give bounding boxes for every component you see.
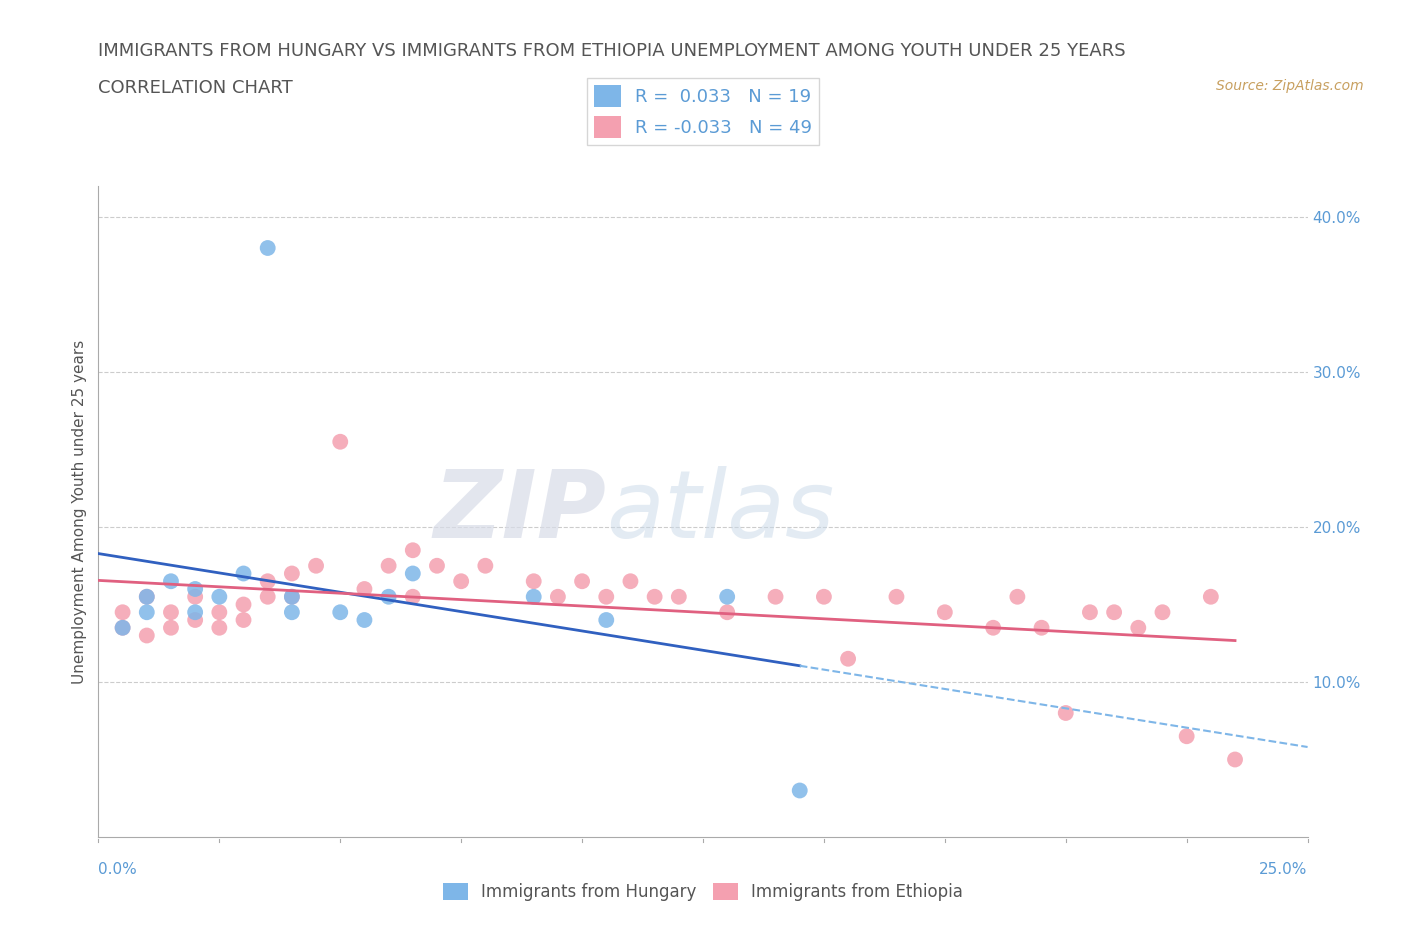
Legend: R =  0.033   N = 19, R = -0.033   N = 49: R = 0.033 N = 19, R = -0.033 N = 49 — [586, 78, 820, 145]
Point — [571, 574, 593, 589]
Point — [208, 620, 231, 635]
Point — [668, 590, 690, 604]
Point — [256, 590, 278, 604]
Point — [450, 574, 472, 589]
Point — [619, 574, 641, 589]
Point — [329, 434, 352, 449]
Point — [208, 604, 231, 619]
Point — [474, 558, 496, 573]
Text: 0.0%: 0.0% — [98, 862, 138, 877]
Point — [1054, 706, 1077, 721]
Point — [1078, 604, 1101, 619]
Point — [789, 783, 811, 798]
Text: CORRELATION CHART: CORRELATION CHART — [98, 79, 294, 97]
Point — [208, 590, 231, 604]
Point — [595, 613, 617, 628]
Point — [765, 590, 787, 604]
Point — [1128, 620, 1150, 635]
Legend: Immigrants from Hungary, Immigrants from Ethiopia: Immigrants from Hungary, Immigrants from… — [436, 876, 970, 908]
Text: IMMIGRANTS FROM HUNGARY VS IMMIGRANTS FROM ETHIOPIA UNEMPLOYMENT AMONG YOUTH UND: IMMIGRANTS FROM HUNGARY VS IMMIGRANTS FR… — [98, 42, 1126, 60]
Point — [934, 604, 956, 619]
Point — [1175, 729, 1198, 744]
Point — [523, 574, 546, 589]
Point — [232, 597, 254, 612]
Point — [402, 543, 425, 558]
Point — [886, 590, 908, 604]
Point — [837, 651, 859, 666]
Point — [135, 628, 157, 643]
Point — [135, 590, 157, 604]
Point — [256, 574, 278, 589]
Point — [184, 581, 207, 596]
Point — [135, 590, 157, 604]
Point — [184, 604, 207, 619]
Text: atlas: atlas — [606, 466, 835, 557]
Point — [1223, 752, 1246, 767]
Point — [1152, 604, 1174, 619]
Point — [547, 590, 569, 604]
Point — [377, 590, 399, 604]
Point — [402, 590, 425, 604]
Point — [256, 241, 278, 256]
Point — [813, 590, 835, 604]
Point — [160, 574, 183, 589]
Point — [111, 620, 134, 635]
Point — [1102, 604, 1125, 619]
Point — [160, 620, 183, 635]
Point — [184, 613, 207, 628]
Point — [305, 558, 328, 573]
Y-axis label: Unemployment Among Youth under 25 years: Unemployment Among Youth under 25 years — [72, 339, 87, 684]
Point — [281, 590, 304, 604]
Point — [353, 581, 375, 596]
Point — [135, 604, 157, 619]
Point — [716, 590, 738, 604]
Point — [1007, 590, 1029, 604]
Text: 25.0%: 25.0% — [1260, 862, 1308, 877]
Point — [111, 604, 134, 619]
Point — [981, 620, 1004, 635]
Point — [281, 604, 304, 619]
Point — [644, 590, 666, 604]
Point — [329, 604, 352, 619]
Point — [716, 604, 738, 619]
Point — [184, 590, 207, 604]
Point — [353, 613, 375, 628]
Point — [111, 620, 134, 635]
Point — [281, 566, 304, 581]
Text: ZIP: ZIP — [433, 466, 606, 557]
Point — [160, 604, 183, 619]
Point — [281, 590, 304, 604]
Point — [232, 613, 254, 628]
Point — [523, 590, 546, 604]
Point — [426, 558, 449, 573]
Point — [1031, 620, 1053, 635]
Text: Source: ZipAtlas.com: Source: ZipAtlas.com — [1216, 79, 1364, 93]
Point — [1199, 590, 1222, 604]
Point — [232, 566, 254, 581]
Point — [377, 558, 399, 573]
Point — [402, 566, 425, 581]
Point — [595, 590, 617, 604]
